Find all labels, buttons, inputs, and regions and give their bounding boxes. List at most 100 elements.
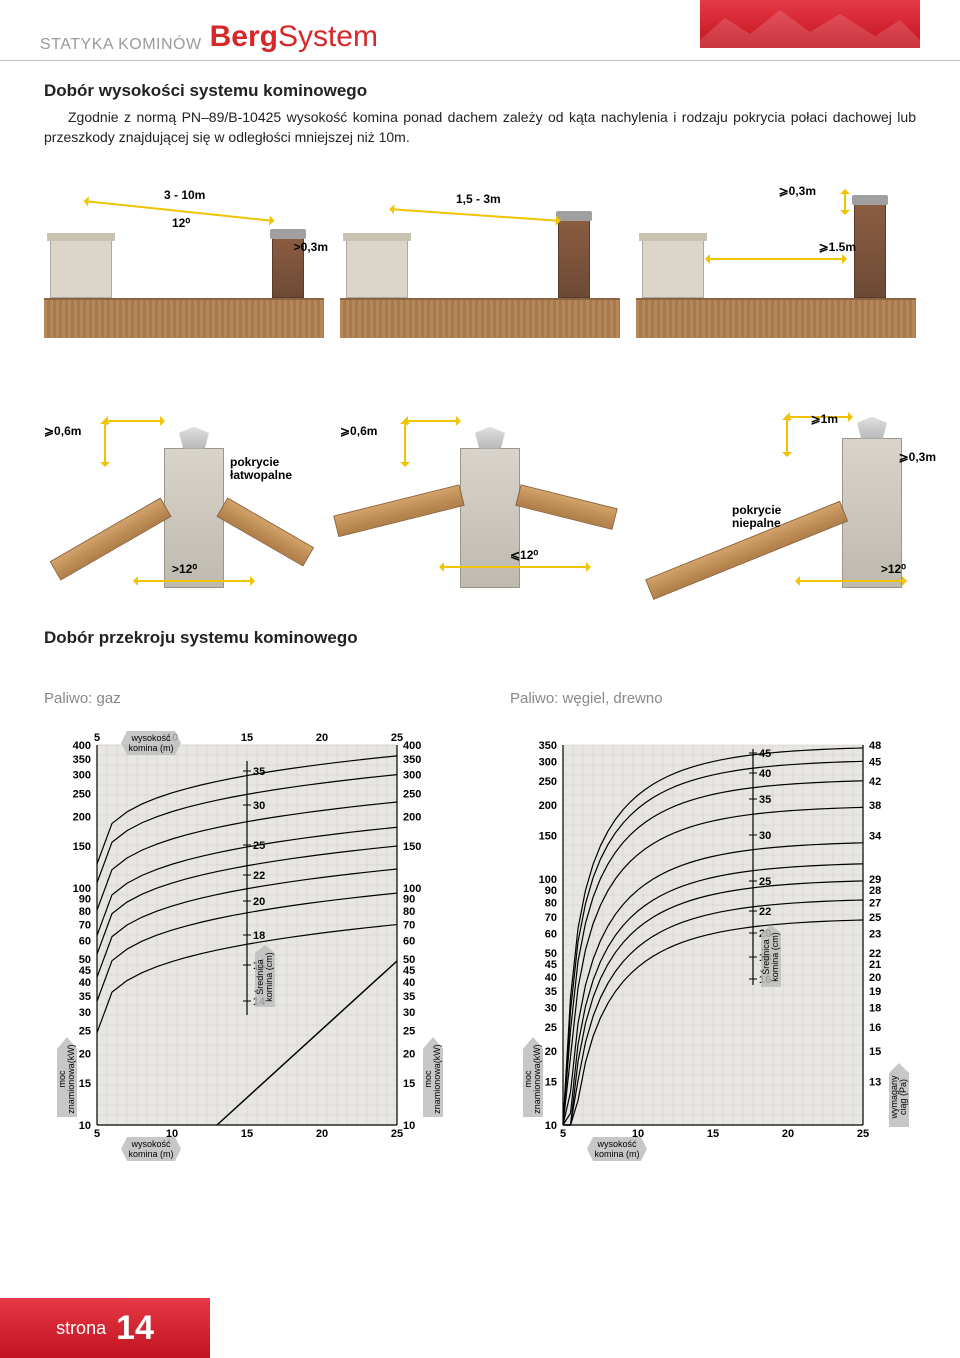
svg-text:15: 15 (869, 1046, 881, 1058)
svg-text:10: 10 (79, 1120, 91, 1132)
svg-text:400: 400 (403, 740, 421, 752)
section2-title: Dobór przekroju systemu kominowego (44, 628, 916, 648)
svg-text:100: 100 (539, 873, 557, 885)
svg-text:wysokość: wysokość (596, 1139, 637, 1149)
svg-text:30: 30 (545, 1002, 557, 1014)
pitched-diagram-2: ⩾0,6m ⩽12⁰ (340, 398, 620, 588)
svg-text:15: 15 (545, 1076, 557, 1088)
svg-text:300: 300 (73, 769, 91, 781)
svg-text:60: 60 (403, 935, 415, 947)
svg-text:350: 350 (403, 753, 421, 765)
svg-text:ciąg (Pa): ciąg (Pa) (898, 1079, 908, 1115)
svg-text:25: 25 (79, 1025, 91, 1037)
height-06m-a: ⩾0,6m (44, 424, 81, 438)
svg-text:19: 19 (869, 986, 881, 998)
svg-text:35: 35 (545, 986, 557, 998)
svg-text:400: 400 (73, 740, 91, 752)
svg-text:35: 35 (403, 991, 415, 1003)
svg-text:250: 250 (403, 788, 421, 800)
svg-text:21: 21 (869, 959, 881, 971)
svg-text:90: 90 (79, 893, 91, 905)
svg-text:komina (m): komina (m) (128, 1149, 173, 1159)
chart-gas-title: Paliwo: gaz (44, 690, 450, 707)
svg-text:30: 30 (759, 830, 771, 842)
svg-text:13: 13 (869, 1076, 881, 1088)
svg-text:25: 25 (253, 840, 265, 852)
svg-text:20: 20 (869, 971, 881, 983)
svg-text:komina (cm): komina (cm) (770, 932, 780, 982)
svg-text:40: 40 (79, 977, 91, 989)
height-1m: ⩾1m (811, 412, 838, 426)
svg-text:25: 25 (391, 1128, 403, 1140)
header-category: STATYKA KOMINÓW (40, 36, 202, 54)
svg-text:45: 45 (759, 748, 771, 760)
brand-light: System (278, 20, 378, 54)
svg-text:5: 5 (94, 1128, 100, 1140)
angle-le12: ⩽12⁰ (510, 548, 538, 562)
dim-ge15m: ⩾1.5m (819, 240, 856, 254)
svg-text:25: 25 (545, 1022, 557, 1034)
chart-coal-title: Paliwo: węgiel, drewno (510, 690, 916, 707)
svg-text:34: 34 (869, 830, 882, 842)
svg-text:80: 80 (79, 905, 91, 917)
svg-text:30: 30 (253, 800, 265, 812)
svg-text:90: 90 (545, 885, 557, 897)
svg-text:komina (m): komina (m) (594, 1149, 639, 1159)
svg-text:znamionowa(kW): znamionowa(kW) (532, 1044, 542, 1114)
svg-text:250: 250 (539, 776, 557, 788)
svg-text:25: 25 (857, 1128, 869, 1140)
cover-flammable: pokrycie łatwopalne (230, 456, 292, 482)
svg-text:250: 250 (73, 788, 91, 800)
dim-12deg: 12⁰ (172, 216, 190, 230)
svg-text:wysokość: wysokość (130, 733, 171, 743)
svg-text:15: 15 (241, 732, 253, 744)
svg-text:80: 80 (403, 905, 415, 917)
chart-gas: Paliwo: gaz 3530252220181614 (44, 654, 450, 1170)
svg-text:200: 200 (539, 799, 557, 811)
diag-row-flat: 3 - 10m 12⁰ >0,3m 1,5 - 3m ⩾0,3m ⩾1.5 (44, 188, 916, 338)
angle-gt12-a: >12⁰ (172, 562, 197, 576)
svg-text:15: 15 (403, 1078, 415, 1090)
dim-03m: >0,3m (294, 240, 328, 254)
svg-text:35: 35 (79, 991, 91, 1003)
svg-text:50: 50 (545, 948, 557, 960)
svg-text:350: 350 (73, 753, 91, 765)
svg-text:40: 40 (545, 971, 557, 983)
chart-coal-wood: Paliwo: węgiel, drewno 45 40 35 30 25 22 20 18 1… (510, 654, 916, 1170)
svg-text:60: 60 (79, 935, 91, 947)
svg-text:20: 20 (316, 1128, 328, 1140)
svg-text:22: 22 (869, 948, 881, 960)
svg-text:150: 150 (539, 830, 557, 842)
dim-ge03m: ⩾0,3m (779, 184, 816, 198)
svg-text:20: 20 (79, 1048, 91, 1060)
svg-text:70: 70 (403, 919, 415, 931)
svg-text:komina (cm): komina (cm) (264, 952, 274, 1002)
svg-text:30: 30 (403, 1006, 415, 1018)
svg-text:15: 15 (707, 1128, 719, 1140)
flat-diagram-2: 1,5 - 3m (340, 188, 620, 338)
page-footer: strona 14 (0, 1298, 210, 1358)
svg-text:15: 15 (241, 1128, 253, 1140)
svg-text:40: 40 (403, 977, 415, 989)
footer-label: strona (56, 1318, 106, 1339)
svg-text:70: 70 (545, 912, 557, 924)
svg-text:38: 38 (869, 799, 881, 811)
header-red-tab (700, 0, 920, 48)
svg-text:wysokość: wysokość (130, 1139, 171, 1149)
svg-text:10: 10 (545, 1120, 557, 1132)
svg-text:35: 35 (253, 766, 265, 778)
svg-text:22: 22 (253, 870, 265, 882)
section1-title: Dobór wysokości systemu kominowego (44, 81, 916, 101)
diag-row-pitched: ⩾0,6m pokrycie łatwopalne >12⁰ ⩾0,6m ⩽12… (44, 398, 916, 588)
svg-text:18: 18 (869, 1002, 881, 1014)
svg-text:30: 30 (79, 1006, 91, 1018)
svg-text:10: 10 (403, 1120, 415, 1132)
brand-bold: Berg (210, 20, 278, 54)
svg-text:15: 15 (79, 1078, 91, 1090)
svg-text:60: 60 (545, 928, 557, 940)
svg-text:150: 150 (403, 841, 421, 853)
svg-text:45: 45 (869, 756, 881, 768)
svg-text:300: 300 (403, 769, 421, 781)
footer-page-number: 14 (116, 1309, 154, 1348)
svg-text:25: 25 (403, 1025, 415, 1037)
